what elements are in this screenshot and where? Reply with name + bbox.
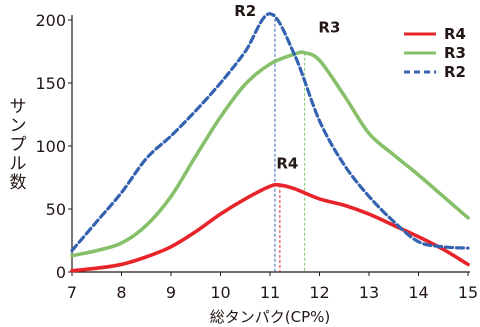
x-tick-label: 7: [67, 283, 77, 302]
x-tick-label: 8: [116, 283, 126, 302]
x-tick-label: 14: [408, 283, 428, 302]
legend-label-r3: R3: [444, 44, 466, 62]
y-tick-label: 100: [35, 137, 66, 156]
series-line-r3: [70, 50, 470, 258]
y-axis-label-char: 数: [10, 173, 27, 193]
legend-label-r4: R4: [444, 25, 466, 43]
x-axis-label: 総タンパク(CP%): [210, 308, 330, 326]
series-line-r4: [70, 182, 470, 273]
series-line-r2: [70, 12, 470, 253]
y-tick-label: 200: [35, 11, 66, 30]
y-tick-label: 50: [46, 200, 66, 219]
annotation-r4: R4: [276, 155, 298, 173]
peak-marker-layer: [274, 13, 306, 272]
x-tick-label: 11: [260, 283, 280, 302]
y-axis-label-char: ン: [10, 116, 27, 136]
y-axis-label-char: ル: [10, 154, 27, 174]
series-layer: [70, 12, 470, 273]
y-tick-label: 150: [35, 74, 66, 93]
annotation-layer: R2 R3 R4: [234, 2, 340, 172]
x-tick-label: 10: [210, 283, 230, 302]
annotation-r3: R3: [318, 19, 340, 37]
x-tick-label: 13: [359, 283, 379, 302]
y-axis-label-char: プ: [10, 135, 27, 155]
x-tick-label: 9: [166, 283, 176, 302]
annotation-r2: R2: [234, 2, 256, 20]
y-tick-label: 0: [56, 263, 66, 282]
x-tick-label: 15: [458, 283, 478, 302]
y-axis-label-char: サ: [10, 97, 27, 117]
legend-label-r2: R2: [444, 63, 466, 81]
x-tick-label: 12: [309, 283, 329, 302]
y-axis-label: サンプル数: [10, 97, 27, 193]
